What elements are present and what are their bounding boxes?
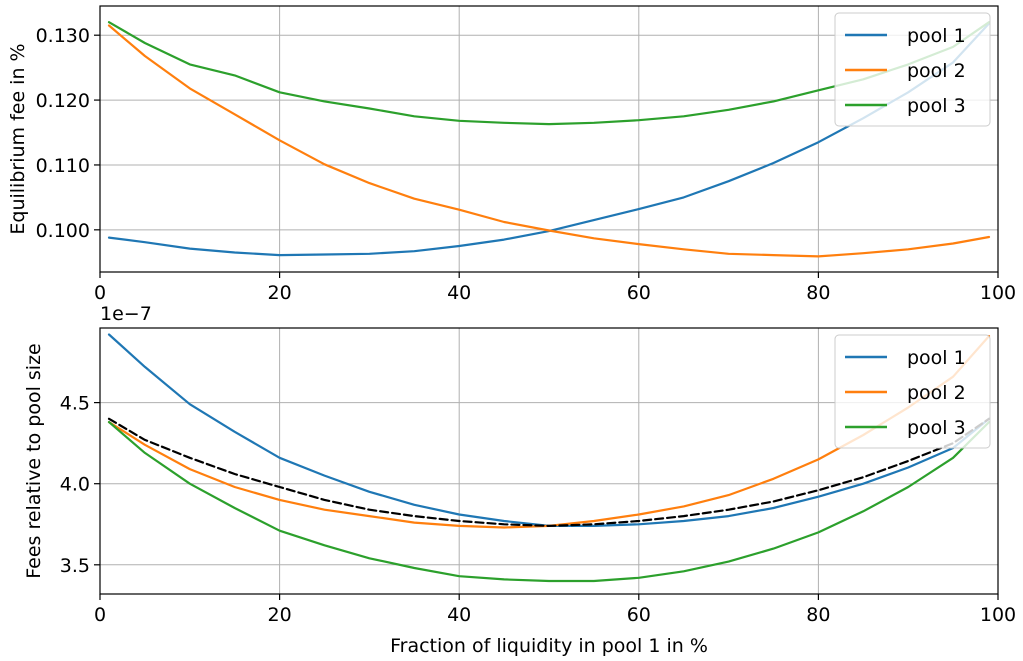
y-tick-label: 0.130 [36, 25, 90, 47]
x-tick-label: 20 [268, 604, 292, 626]
y-tick-label: 0.110 [36, 155, 90, 177]
y-tick-label: 4.5 [60, 393, 90, 415]
x-tick-label: 60 [627, 604, 651, 626]
x-tick-label: 40 [447, 282, 471, 304]
series-line-pool-3 [107, 421, 991, 583]
x-axis-label: Fraction of liquidity in pool 1 in % [390, 635, 708, 657]
y-tick-label: 3.5 [60, 555, 90, 577]
legend: pool 1 pool 2 pool 3 [834, 12, 991, 127]
y-offset-label: 1e−7 [100, 303, 152, 325]
x-tick-label: 20 [268, 282, 292, 304]
legend-label: pool 1 [907, 25, 966, 47]
legend-label: pool 2 [907, 60, 966, 82]
x-tick-label: 100 [980, 282, 1016, 304]
x-tick-label: 80 [806, 282, 830, 304]
axes-frame [99, 327, 999, 595]
x-tick-label: 0 [94, 604, 106, 626]
y-axis-label: Fees relative to pool size [23, 343, 45, 579]
x-tick-label: 100 [980, 604, 1016, 626]
legend-box [834, 12, 991, 127]
series-line-average [107, 417, 991, 528]
y-tick-label: 0.100 [36, 220, 90, 242]
x-tick-label: 0 [94, 282, 106, 304]
axes-frame [99, 5, 999, 273]
legend-label: pool 3 [907, 95, 966, 117]
y-tick-label: 4.0 [60, 474, 90, 496]
x-tick-label: 60 [627, 282, 651, 304]
y-axis-label: Equilibrium fee in % [7, 43, 29, 234]
series-line-pool-2 [107, 24, 991, 258]
chart-1: 0 20 40 60 80 100 0.100 0.110 0.120 0.130 Equilibr… [7, 5, 1016, 304]
chart-2: 0 20 40 60 80 100 3.5 4.0 4.5 1e−7 Fees relative t… [23, 303, 1016, 657]
x-tick-label: 40 [447, 604, 471, 626]
legend-label: pool 3 [907, 417, 966, 439]
legend: pool 1 pool 2 pool 3 [834, 334, 991, 449]
y-tick-label: 0.120 [36, 90, 90, 112]
x-tick-label: 80 [806, 604, 830, 626]
legend-box [834, 334, 991, 449]
legend-label: pool 1 [907, 347, 966, 369]
legend-label: pool 2 [907, 382, 966, 404]
